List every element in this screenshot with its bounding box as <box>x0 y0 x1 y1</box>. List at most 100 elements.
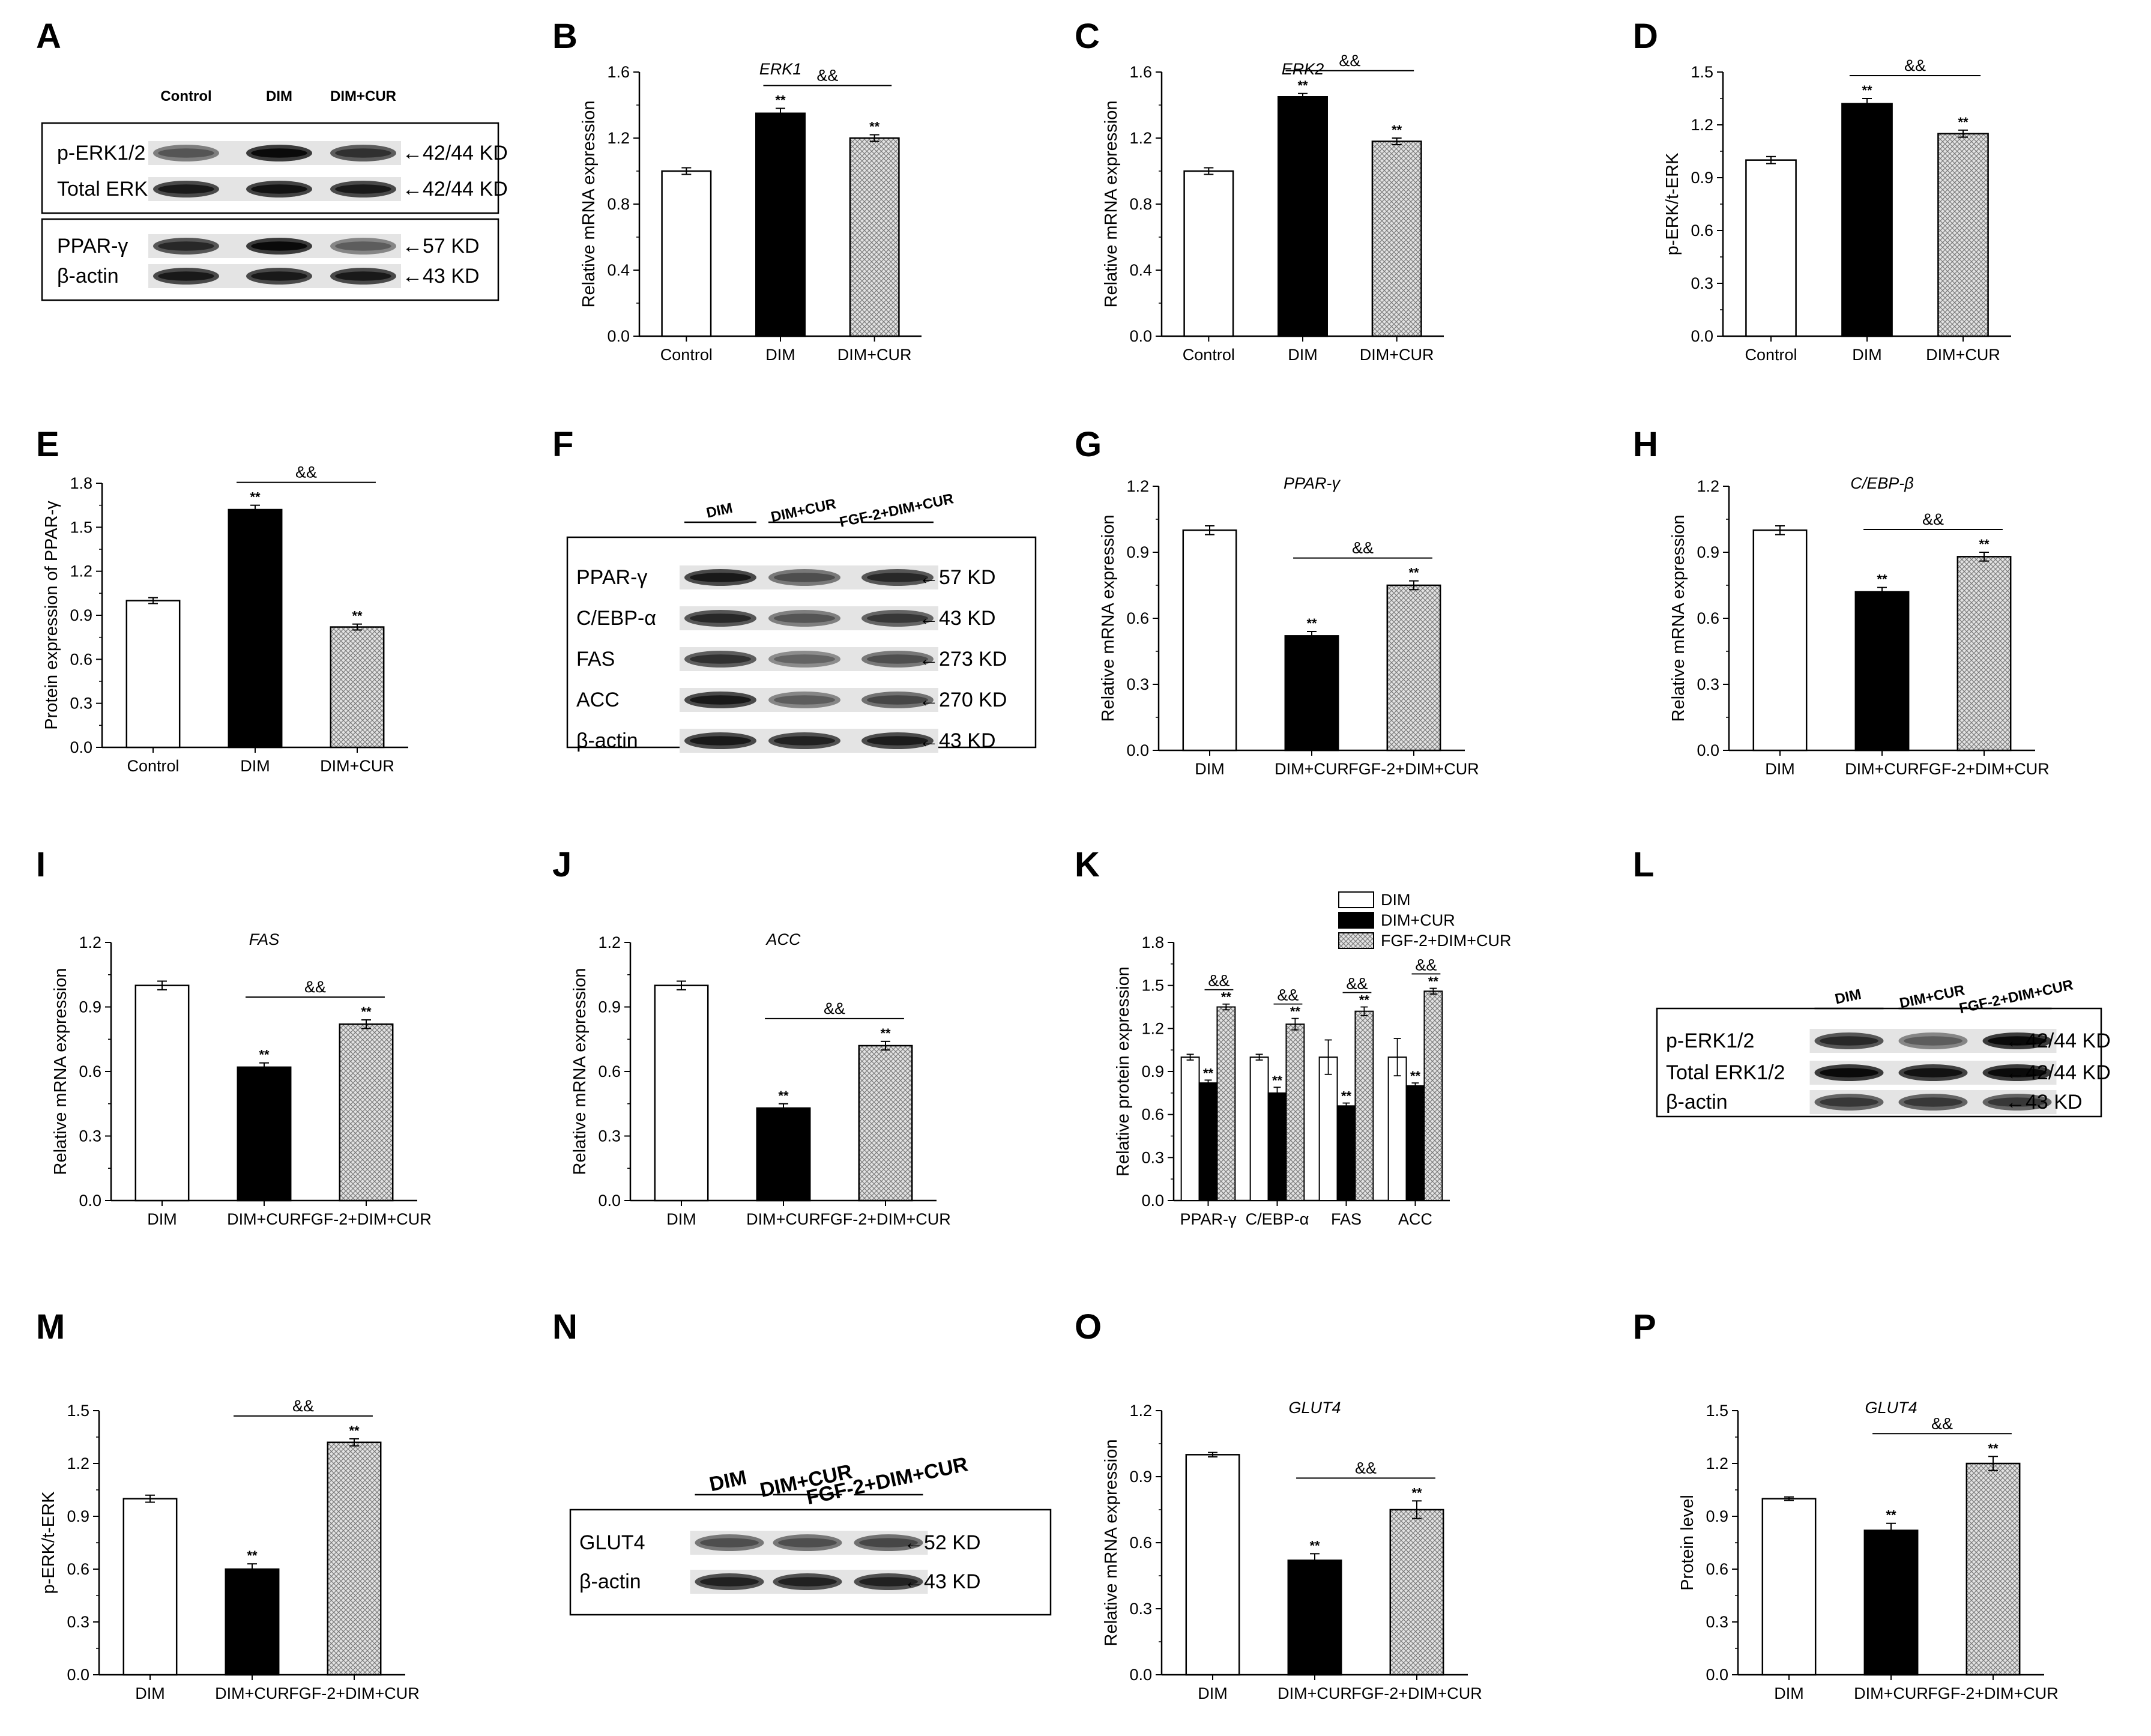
panel-label: M <box>36 1307 65 1346</box>
y-axis-label: Relative mRNA expression <box>570 968 590 1175</box>
bracket-label: && <box>304 978 326 996</box>
y-tick-label: 0.3 <box>79 1127 101 1145</box>
panel-f: F DIM DIM+CUR FGF-2+DIM+CUR PPAR-γ ←57 KD C/EB… <box>552 425 1037 753</box>
chart-title: FAS <box>249 930 280 948</box>
gel-band <box>1814 1064 1884 1081</box>
protein-name: p-ERK1/2 <box>57 142 145 164</box>
y-tick-label: 0.0 <box>70 738 92 756</box>
y-tick-label: 0.9 <box>1691 169 1713 187</box>
y-tick-label: 0.0 <box>1697 741 1719 759</box>
legend-label: FGF-2+DIM+CUR <box>1381 932 1512 950</box>
bracket-label: && <box>1339 52 1360 70</box>
bar <box>1285 1023 1305 1201</box>
y-tick-label: 0.0 <box>67 1666 89 1684</box>
panel-g: G 0.0 0.3 0.6 0.9 1.2 Relative mRNA expression… <box>1075 425 1479 778</box>
molecular-weight: ←43 KD <box>919 607 996 630</box>
bar <box>134 984 190 1202</box>
significance-stars: ** <box>1392 122 1402 137</box>
gel-band <box>246 145 312 161</box>
gel-band <box>861 569 934 586</box>
significance-stars: ** <box>869 119 880 134</box>
bar <box>755 112 806 337</box>
y-tick-label: 0.0 <box>79 1192 101 1210</box>
x-tick-label: DIM+CUR <box>320 757 394 775</box>
panel-o: O 0.0 0.3 0.6 0.9 1.2 Relative mRNA expression… <box>1075 1307 1482 1702</box>
y-tick-label: 0.3 <box>1706 1613 1728 1631</box>
significance-stars: ** <box>1410 1068 1421 1083</box>
bracket-label: && <box>1277 986 1299 1004</box>
y-tick-label: 1.2 <box>1126 477 1149 495</box>
panel-m: M 0.0 0.3 0.6 0.9 1.2 1.5 p-ERK/t-ERK DIM ** DIM+C… <box>36 1307 420 1702</box>
y-tick-label: 1.2 <box>1129 1402 1152 1420</box>
y-tick-label: 1.6 <box>1129 63 1152 81</box>
gel-band <box>1814 1032 1884 1049</box>
significance-stars: ** <box>1408 565 1419 580</box>
x-tick-label: FGF-2+DIM+CUR <box>289 1684 420 1702</box>
bar <box>661 170 712 337</box>
lane-header: DIM <box>705 500 734 522</box>
y-tick-label: 0.8 <box>607 195 630 213</box>
lane-header: DIM <box>266 88 292 104</box>
bar <box>756 1107 811 1202</box>
protein-name: β-actin <box>57 265 119 288</box>
molecular-weight: ←270 KD <box>919 689 1007 711</box>
y-tick-label: 0.0 <box>1126 741 1149 759</box>
y-tick-label: 0.3 <box>70 695 92 713</box>
bar <box>1761 1498 1817 1676</box>
gel-band <box>854 1534 923 1551</box>
x-tick-label: FGF-2+DIM+CUR <box>301 1210 432 1228</box>
x-tick-label: DIM <box>1198 1684 1228 1702</box>
bar <box>339 1023 394 1202</box>
molecular-weight: ←42/44 KD <box>2005 1029 2111 1052</box>
bar <box>1841 103 1893 337</box>
molecular-weight: ←43 KD <box>402 265 480 288</box>
y-tick-label: 0.3 <box>1141 1148 1164 1166</box>
gel-band <box>1982 1032 2052 1049</box>
significance-stars: ** <box>1958 115 1968 130</box>
x-tick-label: DIM <box>1852 346 1882 364</box>
chart-title: GLUT4 <box>1865 1399 1917 1417</box>
x-tick-label: DIM <box>1288 346 1318 364</box>
y-tick-label: 0.0 <box>1129 327 1152 345</box>
y-tick-label: 0.0 <box>1691 327 1713 345</box>
y-tick-label: 0.3 <box>1129 1600 1152 1618</box>
y-tick-label: 0.0 <box>607 327 630 345</box>
gel-band <box>768 610 840 627</box>
gel-band <box>861 732 934 749</box>
legend-label: DIM <box>1381 891 1411 909</box>
panel-label: H <box>1633 425 1658 464</box>
bar <box>1180 1056 1200 1201</box>
bar <box>1278 96 1328 337</box>
panel-p: P 0.0 0.3 0.6 0.9 1.2 1.5 Protein level DIM ** DIM… <box>1633 1307 2059 1702</box>
protein-name: PPAR-γ <box>57 235 128 258</box>
bar <box>228 508 283 749</box>
x-tick-label: DIM+CUR <box>837 346 912 364</box>
x-tick-label: DIM+CUR <box>1845 760 1919 778</box>
panel-label: D <box>1633 17 1658 56</box>
panel-h: H 0.0 0.3 0.6 0.9 1.2 Relative mRNA expression… <box>1633 425 2050 778</box>
y-tick-label: 0.9 <box>1129 1468 1152 1486</box>
bar <box>330 626 385 749</box>
chart-title: C/EBP-β <box>1850 474 1913 492</box>
y-tick-label: 1.2 <box>598 933 621 951</box>
significance-stars: ** <box>349 1423 360 1438</box>
bar <box>1284 635 1339 752</box>
y-tick-label: 0.6 <box>70 650 92 668</box>
bar <box>122 1498 178 1676</box>
significance-stars: ** <box>1877 572 1887 587</box>
x-tick-label: DIM <box>666 1210 696 1228</box>
y-tick-label: 0.3 <box>1126 675 1149 693</box>
gel-band <box>773 1573 842 1590</box>
x-tick-label: DIM+CUR <box>227 1210 301 1228</box>
significance-stars: ** <box>1297 78 1308 93</box>
y-tick-label: 0.6 <box>598 1062 621 1080</box>
bar <box>1198 1082 1218 1201</box>
x-tick-label: DIM <box>240 757 270 775</box>
x-tick-label: DIM+CUR <box>1854 1684 1928 1702</box>
bracket-label: && <box>292 1397 314 1415</box>
y-tick-label: 1.5 <box>67 1402 89 1420</box>
molecular-weight: ←42/44 KD <box>402 178 508 200</box>
molecular-weight: ←43 KD <box>919 729 996 752</box>
gel-band <box>153 268 219 285</box>
